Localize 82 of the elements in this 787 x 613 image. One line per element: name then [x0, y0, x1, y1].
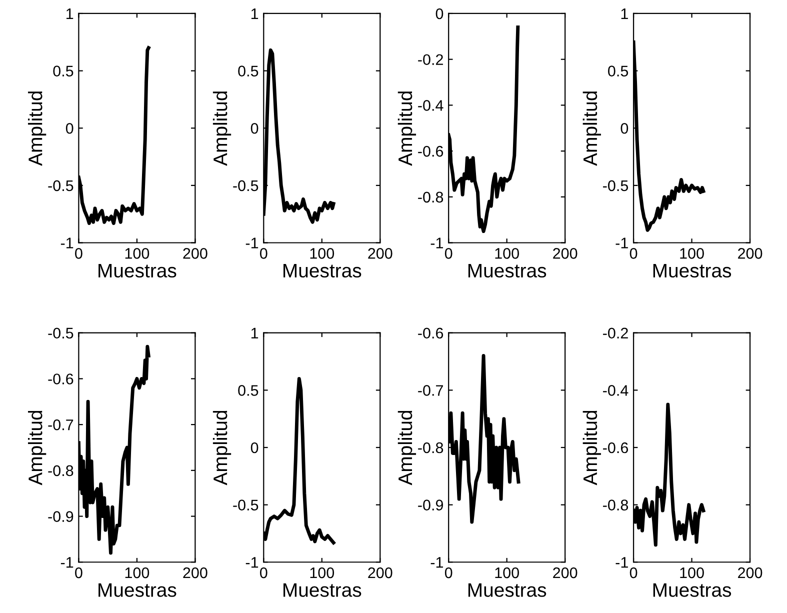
x-tick-label: 200 [183, 248, 208, 259]
y-tick-label: 0 [66, 122, 74, 134]
y-tick-label: 1 [621, 8, 628, 20]
x-axis-title: Muestras [284, 264, 362, 278]
y-tick-label: -0.8 [603, 500, 628, 510]
y-tick-label: 0.5 [238, 66, 258, 76]
x-axis-title: Muestras [468, 583, 546, 597]
y-tick-label: -1 [430, 557, 443, 568]
y-tick-label: -1 [246, 238, 258, 248]
y-tick-label: 1 [251, 8, 258, 20]
y-tick-label: 0 [436, 8, 444, 20]
y-tick-label: -0.4 [418, 100, 444, 111]
x-tick-label: 100 [680, 248, 704, 259]
x-tick-label: 200 [553, 567, 578, 578]
x-tick-label: 0 [630, 567, 638, 578]
x-tick-label: 0 [260, 248, 268, 259]
x-tick-label: 0 [444, 248, 452, 259]
y-tick-label: -0.5 [233, 180, 258, 192]
y-tick-label: -1 [616, 557, 628, 568]
y-tick-label: 0 [620, 122, 628, 134]
y-axis-title: Amplitud [212, 92, 232, 166]
x-axis-title: Muestras [98, 583, 176, 597]
y-tick-label: 0.5 [608, 66, 628, 76]
y-tick-label: -0.2 [418, 54, 443, 66]
y-tick-label: -1 [60, 238, 74, 248]
y-tick-label: -0.6 [418, 328, 444, 339]
y-tick-label: -0.5 [48, 328, 74, 339]
x-tick-label: 200 [368, 248, 392, 259]
y-tick-label: -0.4 [603, 385, 628, 396]
y-tick-label: 0 [250, 122, 258, 134]
y-tick-label: -1 [246, 557, 258, 568]
x-axis-title: Muestras [653, 264, 732, 278]
x-axis-title: Muestras [653, 583, 732, 597]
x-tick-label: 0 [260, 567, 268, 578]
y-tick-label: 0.5 [53, 66, 74, 76]
y-tick-label: -1 [430, 238, 443, 248]
x-tick-label: 0 [75, 248, 82, 259]
y-tick-label: 0.5 [238, 385, 258, 396]
y-tick-label: -0.9 [418, 500, 444, 510]
x-tick-label: 0 [630, 248, 638, 259]
y-tick-label: -0.2 [603, 328, 628, 339]
x-tick-label: 100 [310, 248, 334, 259]
y-tick-label: -0.6 [603, 442, 628, 454]
x-tick-label: 100 [680, 567, 704, 578]
y-tick-label: -1 [60, 557, 74, 568]
x-tick-label: 0 [444, 567, 452, 578]
x-tick-label: 200 [738, 248, 762, 259]
y-axis-title: Amplitud [398, 92, 416, 166]
y-tick-label: -1 [616, 238, 628, 248]
y-tick-label: -0.8 [48, 465, 74, 476]
y-tick-label: -0.9 [48, 511, 74, 522]
x-axis-title: Muestras [284, 583, 362, 597]
y-tick-label: -0.6 [418, 146, 444, 157]
x-tick-label: 100 [125, 248, 150, 259]
x-tick-label: 200 [738, 567, 762, 578]
y-tick-label: 0 [250, 442, 258, 454]
y-tick-label: -0.7 [418, 385, 443, 396]
y-tick-label: -0.8 [418, 192, 444, 203]
x-axis-title: Muestras [98, 264, 176, 278]
y-axis-title: Amplitud [582, 92, 601, 166]
y-tick-label: -0.5 [233, 500, 258, 510]
x-axis-title: Muestras [468, 264, 546, 278]
y-axis-title: Amplitud [28, 410, 46, 486]
y-tick-label: -0.5 [48, 180, 74, 192]
y-tick-label: -0.5 [603, 180, 628, 192]
y-tick-label: -0.8 [418, 442, 444, 454]
y-axis-title: Amplitud [212, 410, 232, 486]
x-tick-label: 200 [183, 567, 208, 578]
y-axis-title: Amplitud [582, 410, 601, 486]
x-tick-label: 100 [310, 567, 334, 578]
y-tick-label: 1 [66, 8, 74, 20]
y-axis-title: Amplitud [398, 410, 416, 486]
x-tick-label: 200 [368, 567, 392, 578]
x-tick-label: 200 [553, 248, 578, 259]
x-tick-label: 0 [75, 567, 82, 578]
y-tick-label: -0.6 [48, 374, 74, 384]
x-tick-label: 100 [125, 567, 150, 578]
y-tick-label: 1 [251, 328, 258, 338]
y-tick-label: -0.7 [48, 419, 74, 430]
y-axis-title: Amplitud [28, 92, 46, 166]
x-tick-label: 100 [495, 567, 519, 578]
x-tick-label: 100 [495, 248, 519, 259]
